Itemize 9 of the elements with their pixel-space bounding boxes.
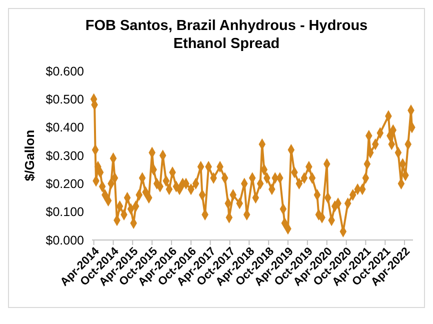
- y-tick-label: $0.600: [46, 64, 84, 78]
- y-tick-label: $0.200: [46, 177, 84, 192]
- y-tick-label: $0.000: [46, 233, 84, 248]
- y-tick-label: $0.100: [46, 205, 84, 220]
- y-tick-label: $0.400: [46, 120, 84, 135]
- y-tick-label: $0.500: [46, 92, 84, 107]
- y-axis-title: $/Gallon: [22, 130, 37, 182]
- y-tick-label: $0.300: [46, 148, 84, 163]
- chart-title: FOB Santos, Brazil Anhydrous - Hydrous Ethanol Spread: [85, 18, 368, 52]
